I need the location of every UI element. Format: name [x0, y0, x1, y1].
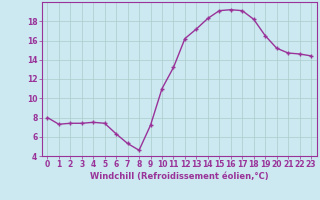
X-axis label: Windchill (Refroidissement éolien,°C): Windchill (Refroidissement éolien,°C) [90, 172, 268, 181]
